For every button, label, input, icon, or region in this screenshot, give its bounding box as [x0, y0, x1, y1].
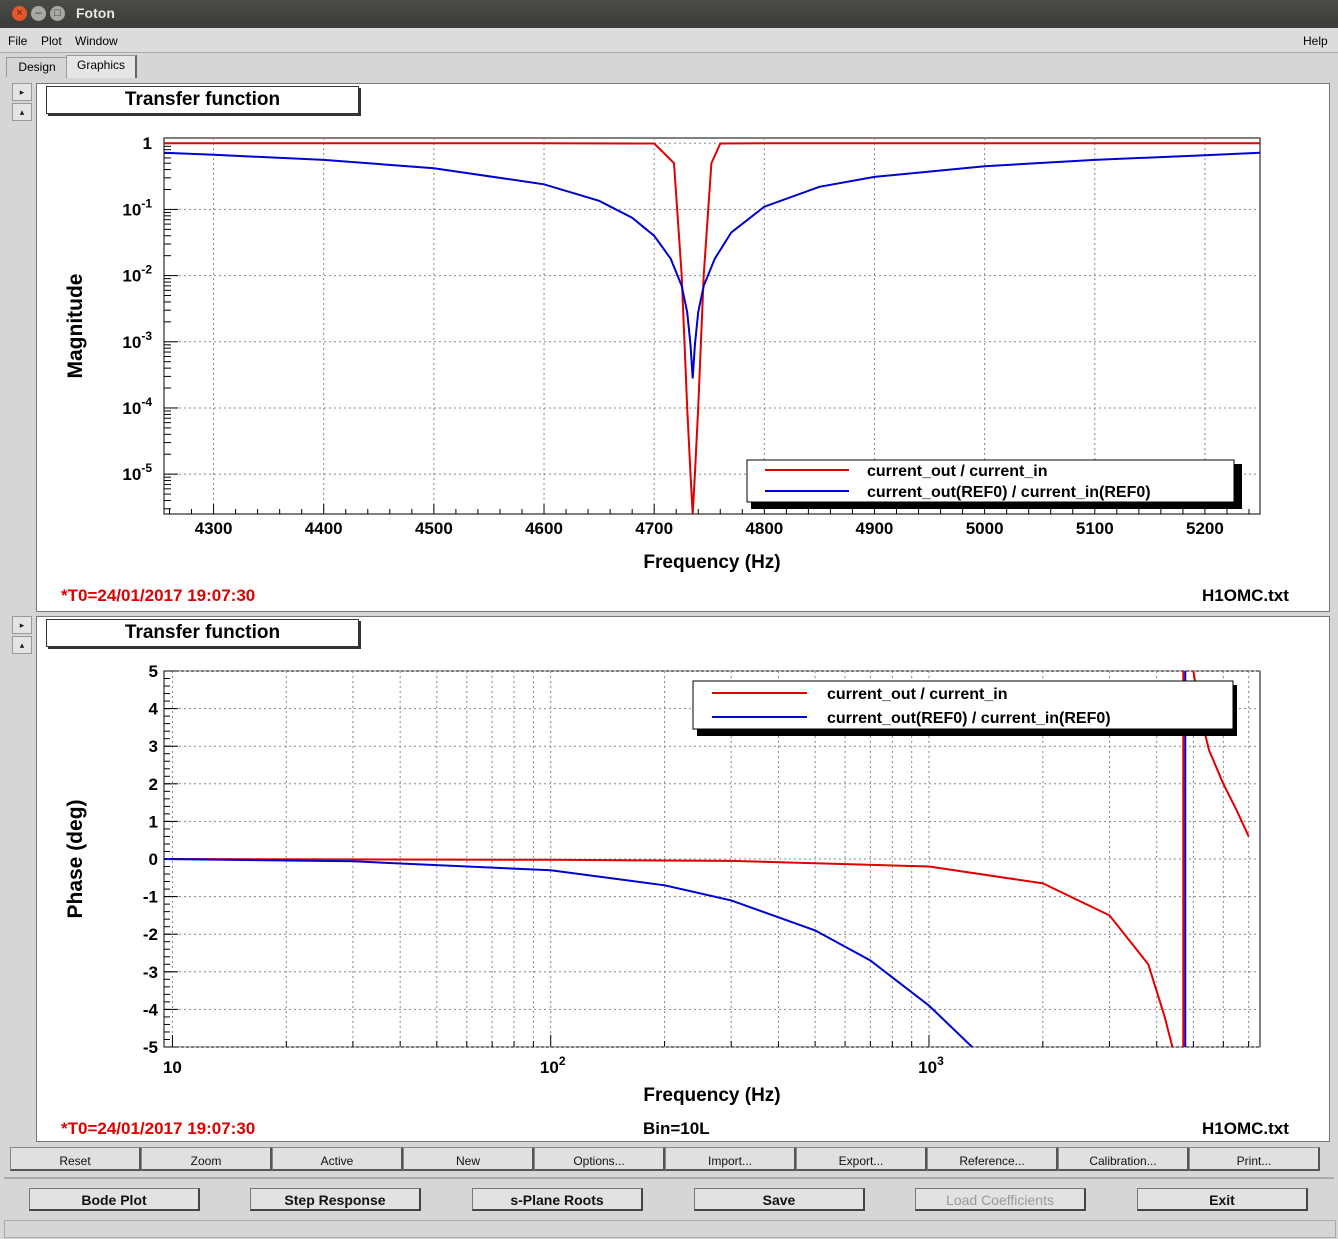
- x-axis-label: Frequency (Hz): [643, 1085, 780, 1106]
- x-tick-label: 4700: [635, 519, 673, 538]
- load-coefficients-button: Load Coefficients: [915, 1188, 1086, 1211]
- series-line-2: [164, 151, 1260, 379]
- reset-button[interactable]: Reset: [10, 1147, 141, 1171]
- plot-title: Transfer function: [46, 86, 359, 114]
- x-tick-label: 10: [163, 1058, 182, 1077]
- y-tick-label: 10-1: [122, 196, 152, 219]
- status-bar: [4, 1220, 1336, 1238]
- reference-button[interactable]: Reference...: [927, 1147, 1058, 1171]
- s-plane-roots-button[interactable]: s-Plane Roots: [472, 1188, 643, 1211]
- menu-window[interactable]: Window: [75, 34, 118, 48]
- x-tick-label: 4400: [305, 519, 343, 538]
- y-tick-label: 10-2: [122, 263, 152, 286]
- timestamp: *T0=24/01/2017 19:07:30: [61, 1119, 256, 1138]
- minimize-icon[interactable]: –: [31, 6, 46, 21]
- window-title: Foton: [76, 5, 115, 21]
- menu-plot[interactable]: Plot: [41, 34, 62, 48]
- y-tick-label: -1: [143, 888, 158, 907]
- divider: [4, 1177, 1334, 1179]
- x-tick-label: 102: [540, 1054, 566, 1077]
- y-tick-label: -3: [143, 963, 158, 982]
- maximize-icon[interactable]: □: [50, 6, 65, 21]
- y-tick-label: 3: [149, 737, 158, 756]
- collapse-up-icon[interactable]: ▴: [12, 103, 32, 121]
- menu-help[interactable]: Help: [1303, 34, 1328, 48]
- x-tick-label: 4300: [195, 519, 233, 538]
- y-axis-label: Magnitude: [64, 274, 87, 379]
- y-tick-label: 10-5: [122, 461, 152, 484]
- bode-plot-button[interactable]: Bode Plot: [29, 1188, 200, 1211]
- x-axis-label: Frequency (Hz): [643, 552, 780, 573]
- y-tick-label: -4: [143, 1000, 159, 1019]
- bin-label: Bin=10L: [643, 1119, 710, 1138]
- x-tick-label: 4900: [856, 519, 894, 538]
- menu-file[interactable]: File: [8, 34, 28, 48]
- pad1-arrows: ▸ ▴: [12, 83, 32, 123]
- save-button[interactable]: Save: [694, 1188, 865, 1211]
- export-button[interactable]: Export...: [796, 1147, 927, 1171]
- y-tick-label: 2: [149, 775, 158, 794]
- series-line-1: [164, 858, 1174, 1047]
- tab-bar: Design Graphics: [0, 53, 1338, 78]
- active-button[interactable]: Active: [272, 1147, 403, 1171]
- x-tick-label: 103: [918, 1054, 944, 1077]
- y-tick-label: -2: [143, 925, 158, 944]
- y-tick-label: 10-4: [122, 395, 152, 418]
- plot-title: Transfer function: [46, 619, 359, 647]
- close-icon[interactable]: ×: [12, 6, 27, 21]
- tab-graphics[interactable]: Graphics: [66, 55, 137, 78]
- collapse-up-icon[interactable]: ▴: [12, 636, 32, 654]
- calibration-button[interactable]: Calibration...: [1058, 1147, 1189, 1171]
- y-tick-label: 1: [149, 812, 158, 831]
- expand-right-icon[interactable]: ▸: [12, 83, 32, 101]
- magnitude-chart: 4300 4400 4500 4600 4700 4800 4900 5000 5100 5200…: [64, 134, 1261, 573]
- tab-design[interactable]: Design: [6, 57, 68, 77]
- x-tick-label: 5200: [1186, 519, 1224, 538]
- print-button[interactable]: Print...: [1189, 1147, 1320, 1171]
- y-axis-label: Phase (deg): [64, 799, 87, 918]
- phase-plot-pad[interactable]: Transfer function 10 102 103 5 4 3 2 1 0 -1 -2 -3 -4…: [36, 616, 1330, 1142]
- legend-label: current_out(REF0) / current_in(REF0): [867, 484, 1151, 501]
- x-tick-label: 4600: [525, 519, 563, 538]
- bottom-button-row: Bode Plot Step Response s-Plane Roots Sa…: [0, 1186, 1338, 1216]
- legend-label: current_out / current_in: [827, 686, 1007, 703]
- zoom-button[interactable]: Zoom: [141, 1147, 272, 1171]
- expand-right-icon[interactable]: ▸: [12, 616, 32, 634]
- new-button[interactable]: New: [403, 1147, 534, 1171]
- legend-label: current_out / current_in: [867, 463, 1047, 480]
- timestamp: *T0=24/01/2017 19:07:30: [61, 586, 256, 605]
- y-tick-label: 1: [143, 134, 152, 153]
- series-line-2: [164, 858, 973, 1047]
- magnitude-plot-pad[interactable]: Transfer function 4300 4400 4500 4600 4700 48…: [36, 83, 1330, 612]
- window-titlebar: × – □ Foton: [0, 0, 1338, 28]
- pad2-arrows: ▸ ▴: [12, 616, 32, 656]
- y-tick-label: 5: [149, 662, 158, 681]
- filename-label: H1OMC.txt: [1202, 1119, 1289, 1138]
- legend-label: current_out(REF0) / current_in(REF0): [827, 710, 1111, 727]
- series-line-1: [164, 142, 1260, 514]
- filename-label: H1OMC.txt: [1202, 586, 1289, 605]
- x-tick-label: 4500: [415, 519, 453, 538]
- x-tick-label: 4800: [745, 519, 783, 538]
- x-tick-label: 5000: [966, 519, 1004, 538]
- exit-button[interactable]: Exit: [1137, 1188, 1308, 1211]
- import-button[interactable]: Import...: [665, 1147, 796, 1171]
- y-tick-label: 10-3: [122, 329, 152, 352]
- step-response-button[interactable]: Step Response: [250, 1188, 421, 1211]
- graphics-toolbar: Reset Zoom Active New Options... Import.…: [10, 1147, 1320, 1173]
- legend-box: [692, 680, 1234, 730]
- x-tick-label: 5100: [1076, 519, 1114, 538]
- y-tick-label: 0: [149, 850, 158, 869]
- plot-frame: [163, 137, 1261, 515]
- y-tick-label: 4: [149, 700, 159, 719]
- menu-bar: File Plot Window Help: [0, 28, 1338, 53]
- options-button[interactable]: Options...: [534, 1147, 665, 1171]
- y-tick-label: -5: [143, 1038, 158, 1057]
- legend-box: [746, 459, 1235, 503]
